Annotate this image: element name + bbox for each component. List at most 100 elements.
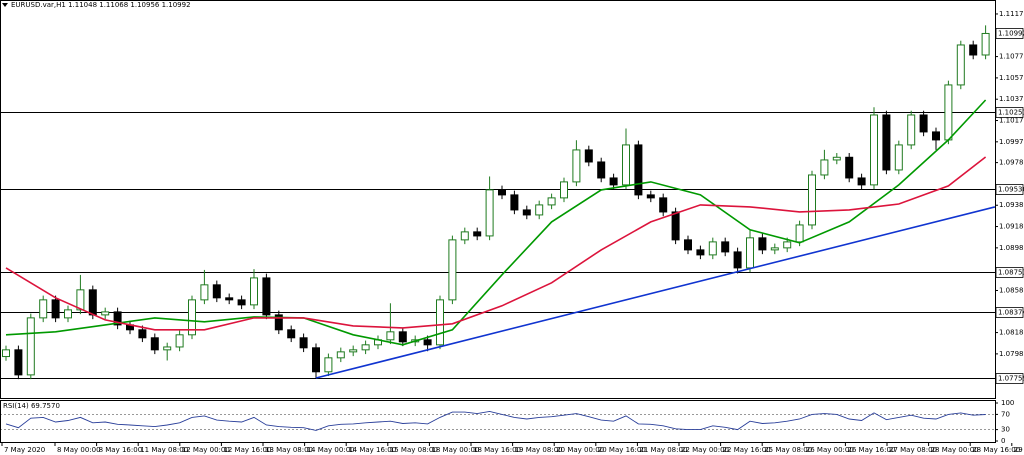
candle-body: [361, 344, 370, 351]
candle-body: [845, 156, 854, 179]
candle-body: [535, 204, 544, 216]
x-tick-label: 12 May 16:00: [223, 446, 271, 454]
x-tick-label: 12 May 00:00: [182, 446, 230, 454]
plot-area: [1, 25, 995, 380]
candle-body: [882, 114, 891, 171]
candle-body: [721, 241, 730, 253]
y-tick-label: 1.08580: [999, 286, 1024, 294]
y-tick-label: 1.08185: [999, 329, 1024, 337]
chart-title: EURUSD.var,H1 1.11048 1.11068 1.10956 1.…: [11, 1, 191, 9]
candle-body: [26, 317, 35, 376]
candle-body: [473, 231, 482, 237]
candle-body: [64, 309, 72, 319]
candle-body: [969, 44, 978, 56]
candle-body: [857, 177, 866, 186]
y-tick-label: 1.11175: [999, 10, 1024, 18]
candle-body: [932, 131, 940, 141]
candle-body: [795, 224, 804, 243]
candle-body: [870, 114, 878, 186]
x-tick-label: 7 May 2020: [4, 446, 45, 454]
x-tick-label: 8 May 00:00: [57, 446, 101, 454]
level-label: 1.09536: [998, 186, 1024, 194]
candle-body: [907, 114, 916, 146]
candle-body: [708, 241, 717, 256]
candle-body: [783, 241, 792, 249]
candle-body: [324, 357, 333, 373]
candle-body: [39, 299, 48, 319]
candle-body: [746, 237, 754, 269]
candle-body: [336, 351, 345, 359]
candle-body: [485, 189, 494, 237]
rsi-tick-label: 70: [1001, 410, 1010, 418]
candle-body: [634, 144, 643, 196]
candle-body: [572, 149, 581, 183]
candle-body: [150, 337, 159, 351]
y-tick-label: 1.10575: [999, 74, 1024, 82]
candle-body: [448, 239, 457, 301]
candle-body: [547, 197, 556, 206]
rsi-frame: [0, 400, 996, 443]
y-tick-label: 1.09975: [999, 138, 1024, 146]
rsi-tick-label: 100: [1001, 399, 1014, 407]
level-label-box: [995, 267, 1024, 278]
candle-body: [436, 299, 444, 346]
candle-body: [820, 159, 829, 176]
level-label: 1.08374: [998, 309, 1024, 317]
candle-body: [622, 144, 630, 186]
candle-body: [832, 156, 841, 161]
candle-body: [460, 231, 469, 241]
overlay-line: [5, 99, 987, 346]
rsi-tick-label: 30: [1001, 426, 1010, 434]
candle-body: [956, 44, 965, 86]
candle-body: [733, 251, 742, 269]
x-tick-label: 26 May 00:00: [806, 446, 854, 454]
x-tick-label: 18 May 00:00: [431, 446, 479, 454]
candle-body: [138, 329, 147, 339]
candle-body: [597, 161, 606, 179]
candle-body: [88, 289, 97, 316]
x-tick-label: 14 May 00:00: [307, 446, 355, 454]
candle-body: [237, 299, 246, 306]
y-tick-label: 1.07985: [999, 350, 1024, 358]
candle-body: [609, 177, 618, 186]
x-tick-label: 8 May 16:00: [99, 446, 143, 454]
candle-body: [386, 331, 395, 341]
candle-body: [758, 237, 767, 251]
x-tick-label: 15 May 08:00: [390, 446, 438, 454]
candle-body: [14, 349, 23, 376]
x-tick-label: 18 May 16:00: [473, 446, 521, 454]
x-tick-label: 13 May 08:00: [265, 446, 313, 454]
x-tick-label: 22 May 00:00: [681, 446, 729, 454]
candle-body: [646, 194, 655, 199]
candle-body: [113, 311, 122, 326]
candle-body: [498, 189, 506, 196]
candle-body: [894, 144, 903, 171]
candle-body: [584, 149, 593, 163]
candle-body: [659, 197, 668, 213]
y-tick-label: 1.10775: [999, 53, 1024, 61]
overlay-line: [5, 156, 987, 331]
candle-body: [349, 349, 358, 353]
overlay-line: [315, 206, 995, 379]
y-tick-label: 1.10375: [999, 95, 1024, 103]
x-tick-label: 14 May 16:00: [348, 446, 396, 454]
candle-body: [510, 194, 519, 211]
level-label: 1.07759: [998, 375, 1024, 383]
y-tick-label: 1.09380: [999, 201, 1024, 209]
candle-body: [684, 239, 692, 251]
x-tick-label: 26 May 16:00: [847, 446, 895, 454]
level-label-box: [995, 107, 1024, 118]
x-tick-label: 21 May 08:00: [639, 446, 687, 454]
candle-body: [312, 347, 320, 373]
x-tick-label: 20 May 00:00: [556, 446, 604, 454]
candle-body: [225, 297, 234, 301]
candle-body: [808, 174, 816, 226]
candle-body: [522, 209, 531, 216]
rsi-line: [5, 410, 986, 431]
x-tick-label: 22 May 16:00: [723, 446, 771, 454]
candle-body: [262, 277, 271, 316]
x-tick-label: 27 May 08:00: [889, 446, 937, 454]
